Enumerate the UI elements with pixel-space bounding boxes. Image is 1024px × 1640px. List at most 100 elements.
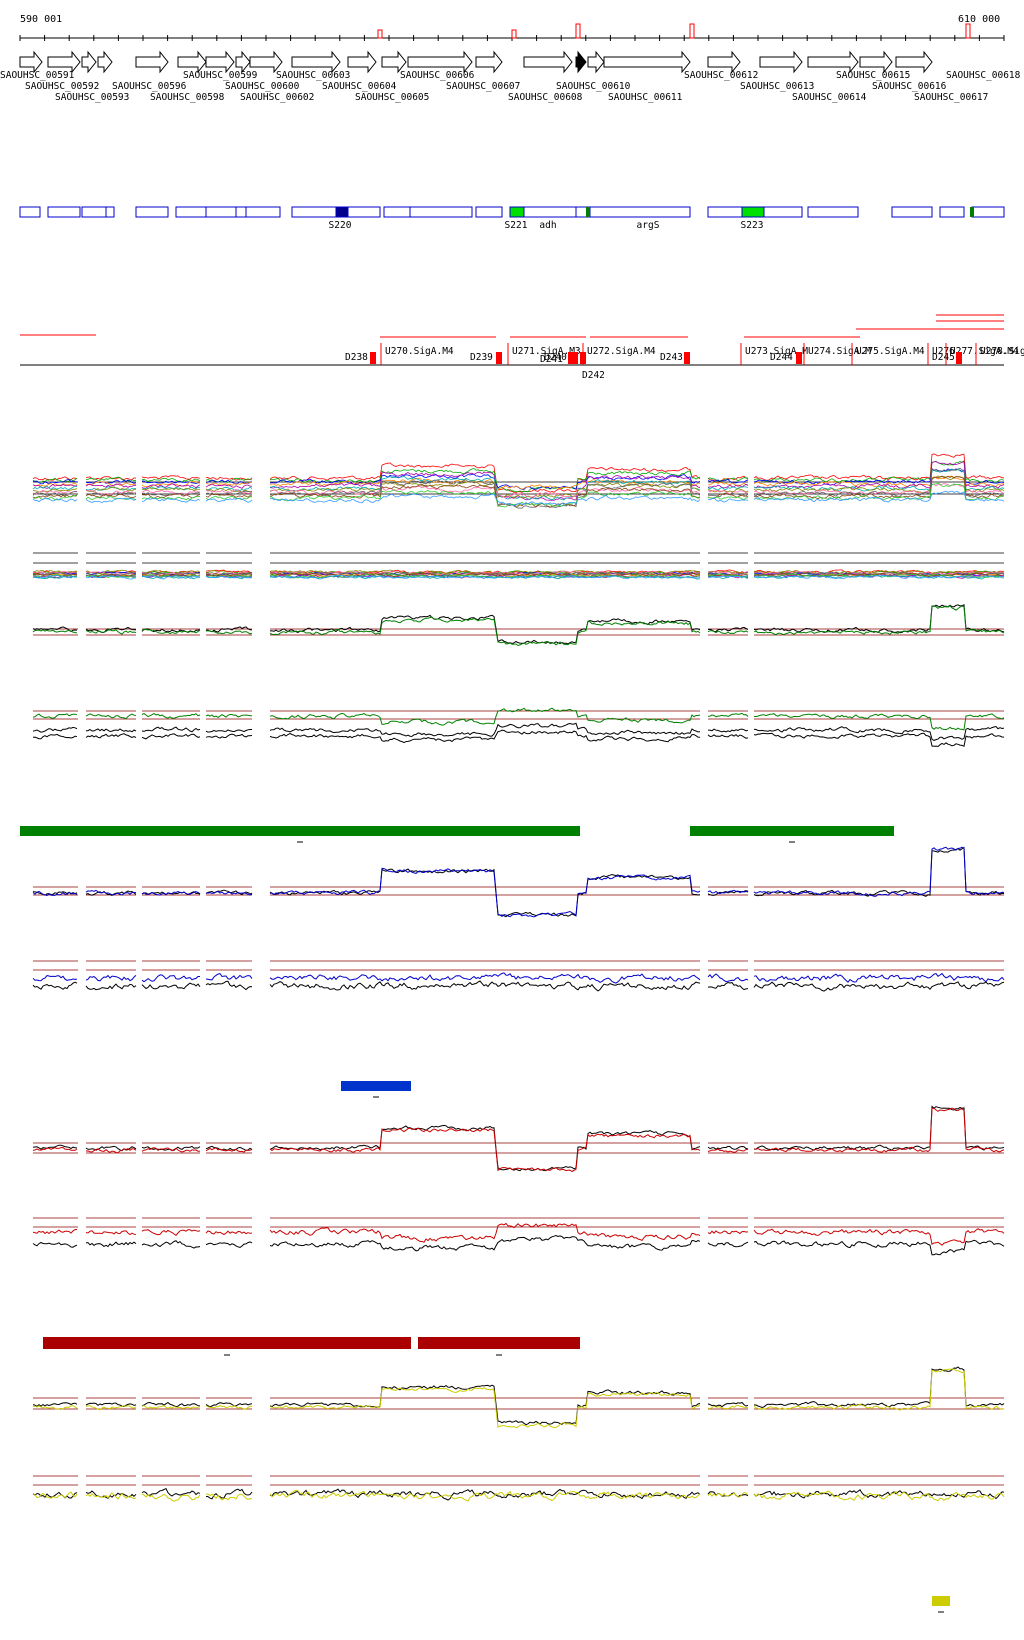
signal-trace — [753, 1366, 1005, 1409]
signal-trace — [141, 982, 201, 990]
axis-marker — [965, 23, 971, 39]
gene-arrow — [407, 50, 473, 74]
signal-trace — [141, 1493, 201, 1502]
signal-trace — [141, 477, 201, 483]
signal-trace — [32, 890, 78, 897]
signal-trace — [32, 485, 78, 491]
signal-trace — [707, 486, 749, 491]
feature-box — [939, 206, 965, 218]
signal-trace — [85, 575, 137, 580]
transcript-end-marker — [580, 352, 586, 364]
signal-trace — [269, 1124, 701, 1172]
signal-trace — [32, 489, 78, 495]
signal-trace — [141, 1405, 201, 1410]
transcript-end-marker — [684, 352, 690, 364]
signal-trace — [707, 981, 749, 991]
signal-trace — [85, 1405, 137, 1411]
gene-label: SAOUHSC_00604 — [322, 81, 397, 92]
gene-label: SAOUHSC_00618 — [946, 70, 1021, 81]
segment-bar — [341, 1081, 411, 1091]
feature-highlight — [509, 206, 525, 218]
signal-trace — [269, 1222, 701, 1243]
signal-trace — [32, 479, 78, 485]
signal-trace — [205, 574, 253, 578]
signal-trace — [32, 497, 78, 503]
signal-trace — [753, 1107, 1005, 1153]
signal-trace — [32, 733, 78, 740]
feature-track: S220 S221 adh argS S223 — [19, 206, 1005, 231]
feature-box — [707, 206, 743, 218]
transcript-end-marker — [370, 352, 376, 364]
transcript-up-label: U277.SigA.M4 — [950, 346, 1019, 357]
transcript-down-label: D240 — [544, 352, 567, 363]
transcript-down-label: D239 — [470, 352, 493, 363]
feature-box — [19, 206, 41, 218]
signal-trace — [141, 1487, 201, 1497]
signal-trace — [269, 570, 701, 575]
signal-trace — [32, 476, 78, 481]
transcript-down-label: D244 — [770, 352, 793, 363]
signal-trace — [753, 461, 1005, 489]
transcript-end-marker — [572, 352, 578, 364]
gene-arrow — [81, 50, 97, 74]
gene-label: SAOUHSC_00602 — [240, 92, 314, 103]
feature-label: S223 — [741, 220, 764, 231]
signal-trace — [141, 486, 201, 491]
signal-trace — [32, 1402, 78, 1408]
signal-trace — [707, 575, 749, 579]
gene-arrow — [205, 50, 235, 74]
gene-arrow — [381, 50, 407, 74]
signal-trace — [141, 489, 201, 495]
signal-trace — [753, 482, 1005, 501]
signal-trace — [85, 496, 137, 501]
signal-trace — [141, 497, 201, 503]
feature-highlight — [335, 206, 349, 218]
signal-trace — [707, 475, 749, 482]
feature-label: S220 — [329, 220, 352, 231]
gene-label: SAOUHSC_00613 — [740, 81, 814, 92]
signal-trace — [205, 479, 253, 485]
signal-trace — [205, 890, 253, 896]
signal-trace — [205, 733, 253, 739]
signal-trace — [141, 575, 201, 580]
signal-trace — [32, 1241, 78, 1248]
transcript-end-marker — [956, 352, 962, 364]
gene-label: SAOUHSC_00607 — [446, 81, 520, 92]
signal-trace — [85, 1145, 137, 1152]
segment-bars — [20, 826, 950, 1613]
signal-trace — [32, 629, 78, 634]
signal-trace — [707, 483, 749, 489]
signal-trace — [269, 573, 701, 579]
feature-box — [47, 206, 81, 218]
signal-trace — [32, 494, 78, 501]
signal-trace — [141, 495, 201, 501]
signal-trace — [205, 980, 253, 991]
signal-trace — [269, 1386, 701, 1429]
signal-trace — [205, 626, 253, 633]
transcript-track: U270.SigA.M4 U271.SigA.M3 U272.SigA.M4 U273… — [20, 314, 1024, 381]
signal-trace — [32, 569, 78, 574]
transcript-up-label: U272.SigA.M4 — [587, 346, 656, 357]
gene-label: SAOUHSC_00610 — [556, 81, 631, 92]
signal-trace — [269, 1127, 701, 1173]
signal-trace — [32, 981, 78, 990]
transcript-down-label: D241 — [540, 354, 563, 365]
gene-arrow — [895, 50, 933, 74]
signal-trace — [85, 983, 137, 991]
gene-label: SAOUHSC_00606 — [400, 70, 475, 81]
gene-arrow — [587, 50, 605, 74]
gene-arrow — [707, 50, 741, 74]
signal-trace — [753, 846, 1005, 897]
signal-trace — [141, 628, 201, 635]
signal-trace — [707, 478, 749, 484]
transcript-down-label: D245 — [932, 352, 955, 363]
gene-label: SAOUHSC_00616 — [872, 81, 947, 92]
signal-trace — [85, 628, 137, 635]
signal-trace — [269, 468, 701, 493]
gene-arrow — [97, 50, 113, 74]
feature-highlight — [970, 207, 974, 217]
axis-marker — [689, 23, 695, 39]
signal-trace — [32, 726, 78, 733]
